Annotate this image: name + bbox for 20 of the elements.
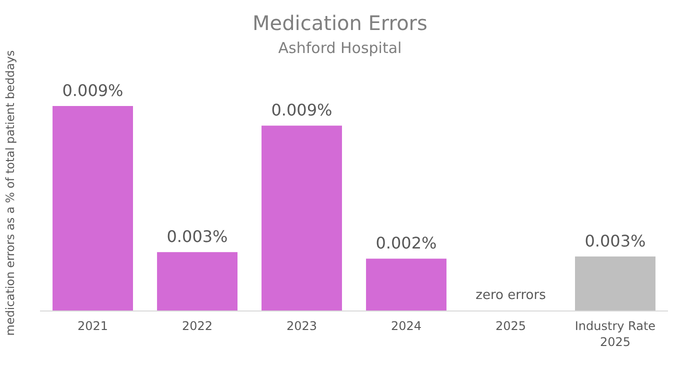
- data-label: zero errors: [476, 288, 546, 303]
- data-label: 0.009%: [62, 81, 124, 100]
- data-label: 0.003%: [584, 231, 646, 250]
- chart-title: Medication Errors: [252, 11, 428, 35]
- x-tick-label: 2022: [182, 319, 213, 333]
- bar: [366, 258, 446, 311]
- x-tick-label: 2021: [77, 319, 108, 333]
- data-label: 0.003%: [166, 227, 228, 246]
- x-tick-label: Industry Rate 2025: [574, 319, 656, 349]
- data-label: 0.009%: [271, 100, 332, 120]
- bar: [262, 126, 342, 311]
- chart-subtitle: Ashford Hospital: [278, 39, 402, 57]
- y-axis-title: medication errors as a % of total patient beddays: [3, 50, 17, 336]
- bar: [157, 252, 238, 311]
- x-tick-label: 2024: [390, 319, 422, 333]
- x-tick-label: 2023: [286, 319, 318, 333]
- bar: [52, 106, 133, 311]
- bar: [575, 256, 656, 311]
- data-label: 0.002%: [376, 234, 437, 253]
- x-tick-label: 2025: [495, 319, 526, 333]
